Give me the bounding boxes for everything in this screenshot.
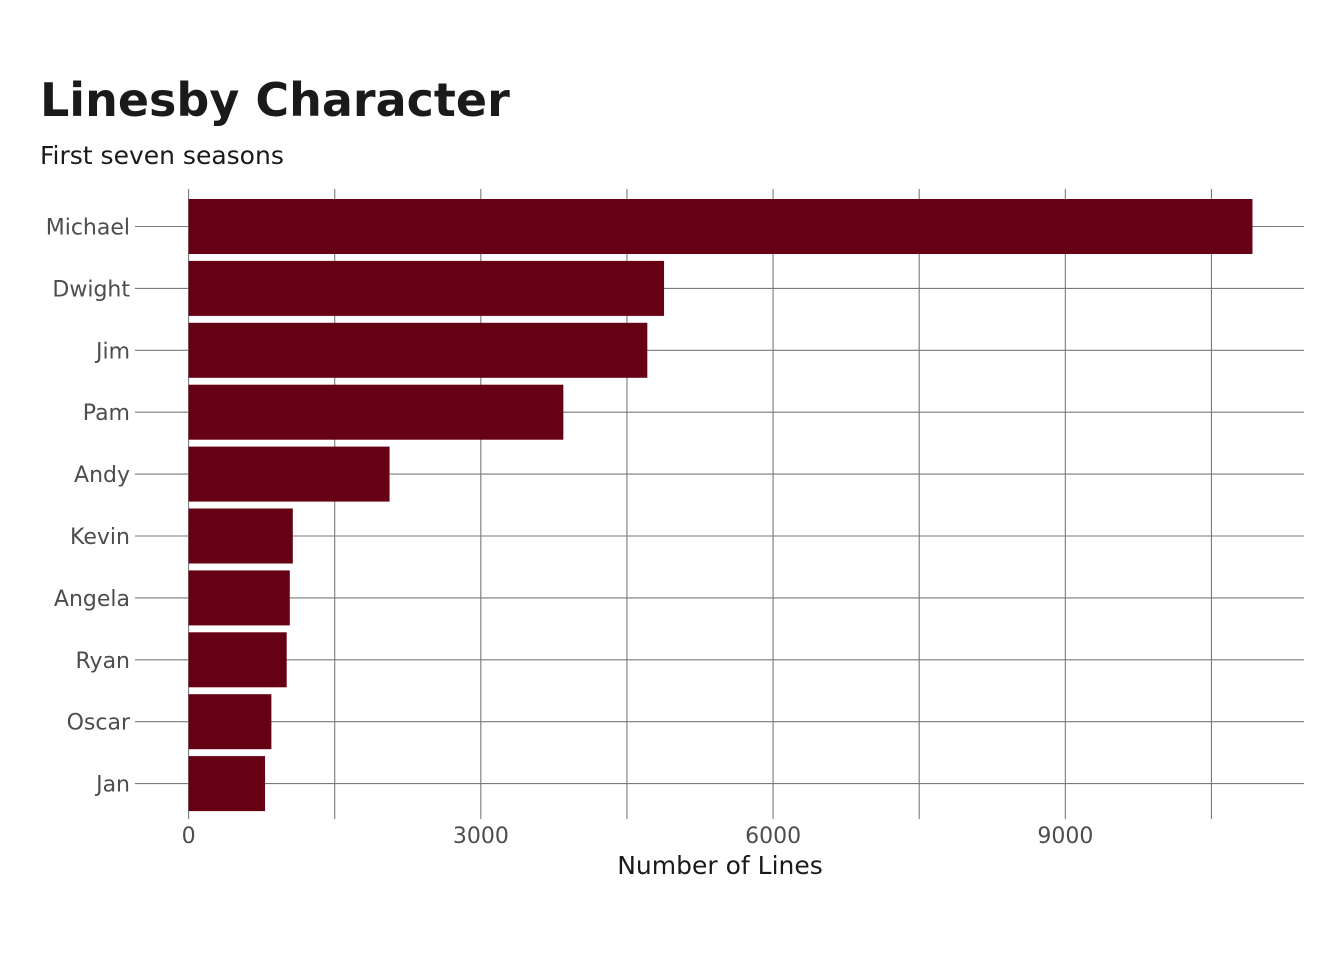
- x-axis-title: Number of Lines: [617, 851, 823, 880]
- x-tick-label: 0: [182, 824, 196, 849]
- y-tick-label: Kevin: [70, 525, 130, 550]
- x-axis-labels: 0 3000 6000 9000: [182, 824, 1094, 849]
- bar-andy: [188, 446, 390, 502]
- y-tick-label: Oscar: [67, 711, 131, 736]
- y-axis-labels: Michael Dwight Jim Pam Andy Kevin Angela Ryan Os…: [46, 216, 131, 798]
- y-tick-label: Jim: [94, 339, 130, 364]
- y-tick-label: Ryan: [75, 649, 130, 674]
- y-tick-label: Jan: [94, 773, 130, 798]
- chart-subtitle: First seven seasons: [40, 141, 284, 170]
- bar-dwight: [188, 260, 665, 316]
- y-tick-label: Michael: [46, 216, 130, 241]
- x-tick-label: 3000: [453, 824, 509, 849]
- y-tick-label: Andy: [74, 463, 130, 488]
- bar-jan: [188, 756, 266, 812]
- bar-ryan: [188, 632, 287, 688]
- x-tick-label: 9000: [1037, 824, 1093, 849]
- y-tick-label: Dwight: [52, 277, 130, 302]
- y-tick-label: Pam: [83, 401, 130, 426]
- bars: [188, 199, 1253, 812]
- bar-jim: [188, 322, 648, 378]
- chart-title: Linesby Character: [40, 73, 510, 127]
- bar-michael: [188, 199, 1253, 254]
- x-tick-label: 6000: [745, 824, 801, 849]
- bar-oscar: [188, 694, 272, 750]
- bar-kevin: [188, 508, 293, 564]
- bar-angela: [188, 570, 290, 626]
- y-tick-label: Angela: [54, 587, 130, 612]
- bar-pam: [188, 384, 564, 440]
